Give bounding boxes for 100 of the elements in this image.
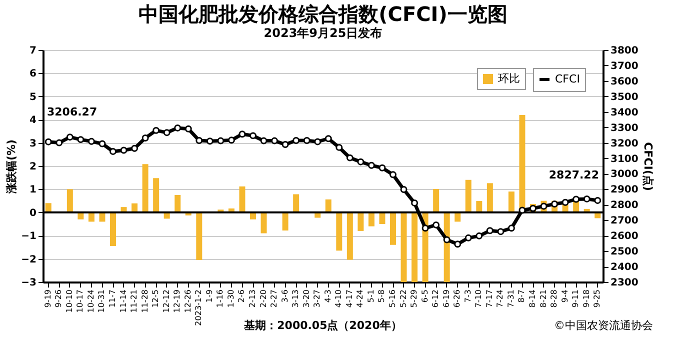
x-tick-label: 2-13 — [248, 290, 257, 308]
y2-tick-label: 2800 — [610, 200, 638, 212]
x-tick-label: 2-6 — [237, 290, 246, 303]
bar — [379, 212, 386, 224]
point — [314, 138, 322, 146]
point — [44, 138, 52, 146]
x-tick-label: 9-4 — [560, 290, 570, 303]
x-tick-label: 7-31 — [506, 290, 516, 308]
y-tick-label: −2 — [21, 254, 37, 266]
bar — [465, 180, 472, 212]
point — [411, 199, 418, 206]
bar — [368, 212, 374, 226]
bar — [390, 212, 396, 245]
point — [432, 221, 440, 228]
x-tick-label: 10-31 — [97, 290, 106, 313]
point — [486, 227, 494, 234]
y2-tick-label: 3600 — [610, 76, 638, 88]
bar — [346, 212, 353, 260]
x-tick-label: 1-30 — [226, 290, 236, 308]
point — [583, 195, 590, 202]
x-tick-label: 5-8 — [377, 290, 386, 303]
point — [378, 164, 386, 172]
annotation: 3206.27 — [47, 106, 98, 119]
y2-tick-label: 2400 — [610, 262, 638, 274]
y2-tick-label: 3400 — [610, 107, 638, 118]
point — [518, 206, 526, 214]
legend-label: 环比 — [498, 72, 520, 85]
y2-tick-label: 3500 — [610, 92, 638, 103]
y-tick-label: 1 — [30, 184, 37, 196]
point — [77, 136, 84, 144]
x-tick-label: 7-24 — [496, 290, 505, 308]
x-tick-label: 6-26 — [452, 290, 462, 308]
x-tick-label: 3-27 — [312, 290, 322, 308]
y2-tick-label: 3300 — [610, 122, 638, 134]
y-tick-label: 6 — [30, 68, 37, 80]
bar — [325, 199, 332, 212]
bar — [66, 189, 73, 212]
x-tick-label: 10-24 — [86, 290, 96, 313]
point — [110, 148, 116, 155]
bar — [433, 188, 440, 212]
x-tick-label: 3-20 — [302, 290, 311, 308]
x-tick-label: 9-26 — [54, 290, 64, 308]
y-tick-label: 7 — [30, 46, 37, 56]
x-tick-label: 11-14 — [118, 290, 128, 313]
point — [508, 224, 515, 232]
point — [142, 134, 149, 142]
bar — [400, 212, 407, 282]
point — [131, 144, 138, 152]
x-tick-label: 9-19 — [43, 290, 52, 308]
x-tick-label: 4-3 — [323, 290, 332, 303]
point — [497, 228, 504, 236]
point — [443, 236, 450, 244]
point — [174, 124, 182, 132]
point — [476, 232, 483, 240]
bar — [45, 203, 52, 212]
point — [238, 130, 246, 138]
y2-axis-title: CFCI(点) — [641, 142, 654, 191]
x-tick-label: 5-1 — [366, 290, 376, 303]
x-tick-label: 4-10 — [334, 290, 344, 308]
x-tick-label: 6-5 — [420, 290, 430, 303]
point — [217, 137, 224, 144]
x-tick-label: 12-26 — [183, 290, 192, 313]
y2-tick-label: 3200 — [610, 138, 638, 150]
y-tick-label: 5 — [30, 92, 37, 103]
x-tick-label: 6-19 — [442, 290, 451, 308]
x-tick-label: 1-16 — [216, 290, 225, 308]
y-tick-label: 3 — [30, 138, 37, 150]
x-tick-label: 5-22 — [398, 290, 408, 308]
text: 基期：2000.05点（2020年） — [243, 319, 402, 332]
point — [196, 136, 203, 144]
legend-label: CFCI — [555, 72, 580, 86]
bar — [282, 212, 288, 230]
x-tick-label: 2-20 — [258, 290, 268, 308]
bar — [174, 195, 181, 212]
point — [357, 158, 364, 166]
x-tick-label: 3-6 — [280, 290, 290, 303]
point — [282, 141, 289, 148]
point — [98, 140, 106, 148]
y-tick-label: 4 — [30, 115, 37, 126]
bar — [196, 212, 202, 260]
point — [120, 146, 128, 154]
x-tick-label: 11-21 — [130, 290, 139, 313]
y2-tick-label: 2900 — [610, 184, 638, 196]
chart-title: 中国化肥批发价格综合指数(CFCI)一览图 — [138, 2, 508, 26]
point — [464, 234, 472, 242]
y2-tick-label: 2300 — [610, 278, 638, 288]
point — [303, 136, 310, 144]
y2-tick-label: 3000 — [610, 169, 638, 180]
point — [324, 135, 332, 142]
point — [454, 240, 462, 248]
point — [400, 186, 408, 193]
bar — [336, 212, 342, 251]
bar — [476, 201, 482, 212]
x-tick-label: 8-14 — [528, 290, 537, 308]
x-tick-label: 2023-1-2 — [194, 290, 204, 326]
bar — [239, 186, 246, 212]
text: ©中国农资流通协会 — [554, 319, 653, 332]
y2-tick-label: 2600 — [610, 231, 638, 242]
x-tick-label: 10-10 — [64, 290, 74, 313]
x-tick-label: 8-28 — [550, 290, 559, 308]
